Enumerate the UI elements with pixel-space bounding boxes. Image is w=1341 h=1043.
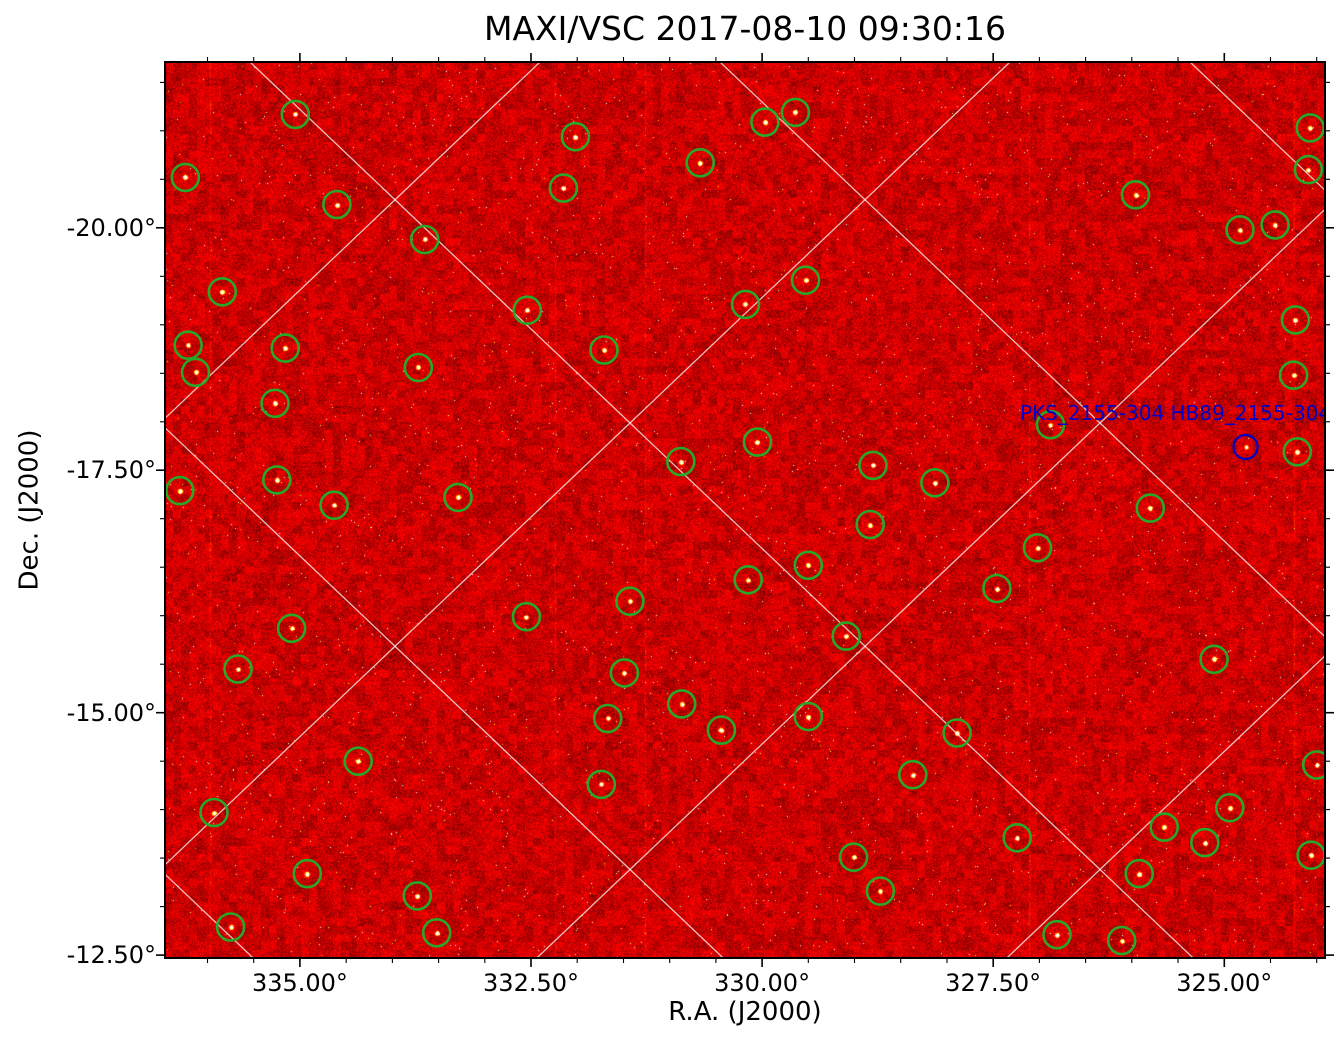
x-axis-label: R.A. (J2000)	[668, 997, 822, 1027]
x-tick-label: 327.50°	[945, 969, 1042, 997]
y-tick-label: -15.00°	[66, 698, 156, 727]
y-axis-label-wrap: Dec. (J2000)	[0, 62, 58, 958]
y-axis-label: Dec. (J2000)	[14, 429, 44, 591]
y-tick-label: -20.00°	[66, 213, 156, 242]
x-tick-label: 335.00°	[251, 969, 348, 997]
x-tick-label: 325.00°	[1176, 969, 1273, 997]
x-tick-label: 332.50°	[483, 969, 580, 997]
plot-title: MAXI/VSC 2017-08-10 09:30:16	[483, 9, 1007, 48]
x-tick-label: 330.00°	[714, 969, 811, 997]
sky-image-canvas	[165, 62, 1325, 958]
y-tick-label: -17.50°	[66, 456, 156, 485]
y-tick-label: -12.50°	[66, 941, 156, 970]
